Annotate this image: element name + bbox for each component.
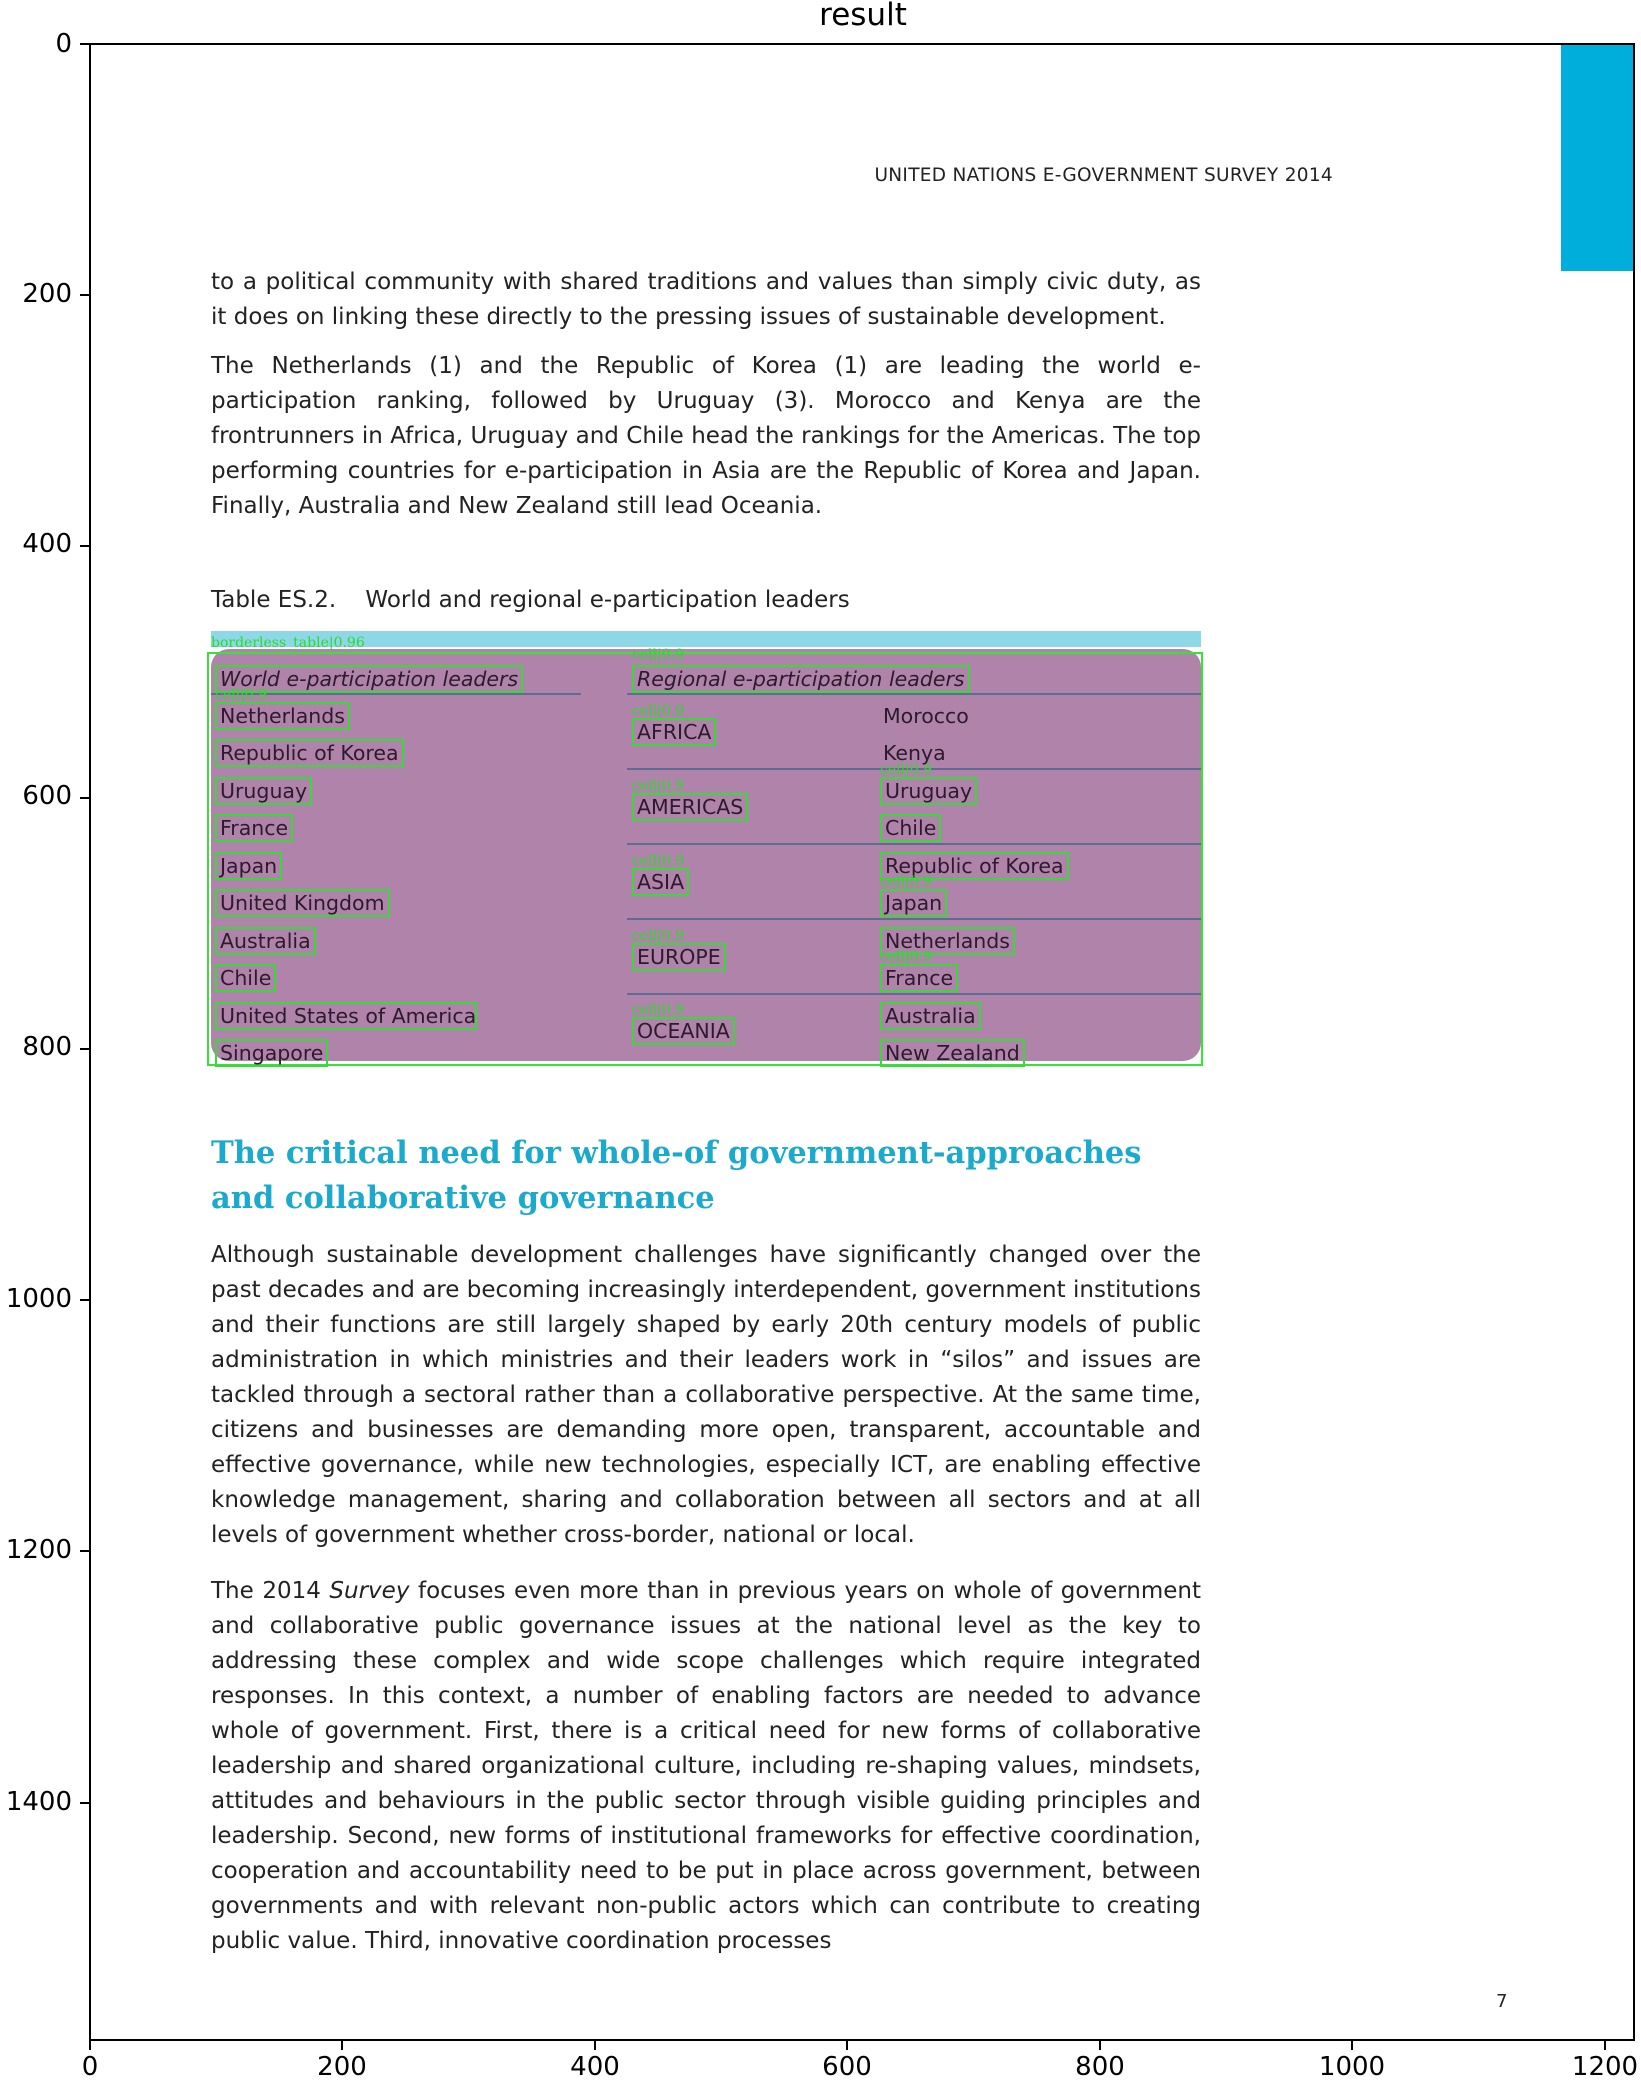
world-leader-cell: United States of America <box>215 1002 477 1030</box>
table-detection-label: borderless_table|0.96 <box>211 635 365 651</box>
y-tick-mark <box>80 1550 89 1552</box>
table-header-bar <box>211 631 1201 647</box>
region-divider <box>627 918 1201 920</box>
world-leader-cell: France <box>215 814 294 842</box>
region-name-cell: AMERICAS <box>632 793 749 821</box>
column-rule <box>211 693 581 695</box>
cell-detection-label: cell|0.9 <box>880 949 933 965</box>
region-divider <box>627 768 1201 770</box>
page-number: 7 <box>1496 1991 1508 2012</box>
cell-detection-label: cell|0.9 <box>880 874 933 890</box>
regional-leader-cell: Uruguay <box>880 777 978 805</box>
cell-detection-label: cell|0.9 <box>632 778 685 794</box>
region-divider <box>627 843 1201 845</box>
regional-leader-cell: France <box>880 964 959 992</box>
x-tick-mark <box>341 2041 343 2050</box>
cell-detection-label: cell|0.9 <box>632 703 685 719</box>
cell-detection-label: cell|0.9 <box>632 928 685 944</box>
regional-leader-cell: Morocco <box>883 704 969 728</box>
x-tick-label: 200 <box>317 2052 367 2082</box>
regional-leader-cell: Australia <box>880 1002 981 1030</box>
region-name-cell: EUROPE <box>632 943 726 971</box>
body-text: focuses even more than in previous years… <box>211 1578 1201 1954</box>
world-leader-cell: Japan <box>215 852 283 880</box>
y-tick-label: 200 <box>22 279 72 309</box>
x-tick-mark <box>1604 2041 1606 2050</box>
x-tick-mark <box>846 2041 848 2050</box>
cell-detection-label: cell|0.9 <box>632 647 685 663</box>
figure-title: result <box>819 0 907 33</box>
world-leaders-header: World e-participation leaders <box>215 665 524 693</box>
y-tick-label: 0 <box>55 29 72 59</box>
cell-detection-label: cell|0.9 <box>632 1002 685 1018</box>
y-tick-mark <box>80 545 89 547</box>
body-paragraph: The 2014 Survey focuses even more than i… <box>211 1574 1201 1959</box>
cell-detection-label: cell|0.9 <box>880 762 933 778</box>
regional-leader-cell: Republic of Korea <box>880 852 1069 880</box>
world-leader-cell: Republic of Korea <box>215 739 404 767</box>
y-tick-mark <box>80 43 89 45</box>
y-tick-label: 600 <box>22 781 72 811</box>
x-tick-label: 1000 <box>1318 2052 1386 2082</box>
regional-leader-cell: Kenya <box>883 741 946 765</box>
world-leader-cell: Singapore <box>215 1039 329 1067</box>
regional-leaders-header: Regional e-participation leaders <box>632 665 970 693</box>
intro-paragraph: to a political community with shared tra… <box>211 269 1201 330</box>
y-tick-label: 400 <box>22 529 72 559</box>
world-leader-cell: Netherlands <box>215 702 350 730</box>
table-detection-region <box>211 649 1201 1061</box>
region-name-cell: ASIA <box>632 868 690 896</box>
world-leader-cell: Uruguay <box>215 777 313 805</box>
leaders-paragraph: The Netherlands (1) and the Republic of … <box>211 353 1201 519</box>
y-tick-label: 800 <box>22 1032 72 1062</box>
section-heading: The critical need for whole-of governmen… <box>211 1135 1142 1216</box>
y-tick-mark <box>80 1802 89 1804</box>
region-name-cell: AFRICA <box>632 718 717 746</box>
cell-detection-label: cell|0.9 <box>632 853 685 869</box>
survey-emphasis: Survey <box>329 1578 410 1604</box>
y-tick-mark <box>80 294 89 296</box>
x-tick-mark <box>594 2041 596 2050</box>
y-tick-label: 1000 <box>5 1284 72 1314</box>
running-header: UNITED NATIONS E-GOVERNMENT SURVEY 2014 <box>874 165 1333 186</box>
x-tick-mark <box>1351 2041 1353 2050</box>
x-tick-label: 400 <box>570 2052 620 2082</box>
cell-detection-label: cell|0.9 <box>215 687 268 703</box>
world-leader-cell: United Kingdom <box>215 889 390 917</box>
regional-leader-cell: Japan <box>880 889 948 917</box>
y-tick-mark <box>80 1048 89 1050</box>
x-tick-mark <box>89 2041 91 2050</box>
accent-tab <box>1561 45 1633 271</box>
world-leader-cell: Australia <box>215 927 316 955</box>
regional-leader-cell: New Zealand <box>880 1039 1025 1067</box>
regional-leader-cell: Netherlands <box>880 927 1015 955</box>
document-page: UNITED NATIONS E-GOVERNMENT SURVEY 2014 … <box>89 43 1635 2041</box>
column-rule <box>627 693 1201 695</box>
body-text: The 2014 <box>211 1578 330 1604</box>
x-tick-label: 1200 <box>1571 2052 1639 2082</box>
body-paragraph: Although sustainable development challen… <box>211 1242 1201 1548</box>
y-tick-label: 1200 <box>5 1535 72 1565</box>
region-name-cell: OCEANIA <box>632 1017 735 1045</box>
x-tick-label: 0 <box>81 2052 99 2082</box>
y-tick-mark <box>80 1299 89 1301</box>
table-caption: Table ES.2. World and regional e-partici… <box>211 587 850 613</box>
x-tick-mark <box>1099 2041 1101 2050</box>
x-tick-label: 600 <box>822 2052 872 2082</box>
y-tick-label: 1400 <box>5 1787 72 1817</box>
regional-leader-cell: Chile <box>880 814 942 842</box>
world-leader-cell: Chile <box>215 964 277 992</box>
x-tick-label: 800 <box>1075 2052 1125 2082</box>
table-detection-box <box>207 652 1203 1066</box>
region-divider <box>627 993 1201 995</box>
y-tick-mark <box>80 797 89 799</box>
